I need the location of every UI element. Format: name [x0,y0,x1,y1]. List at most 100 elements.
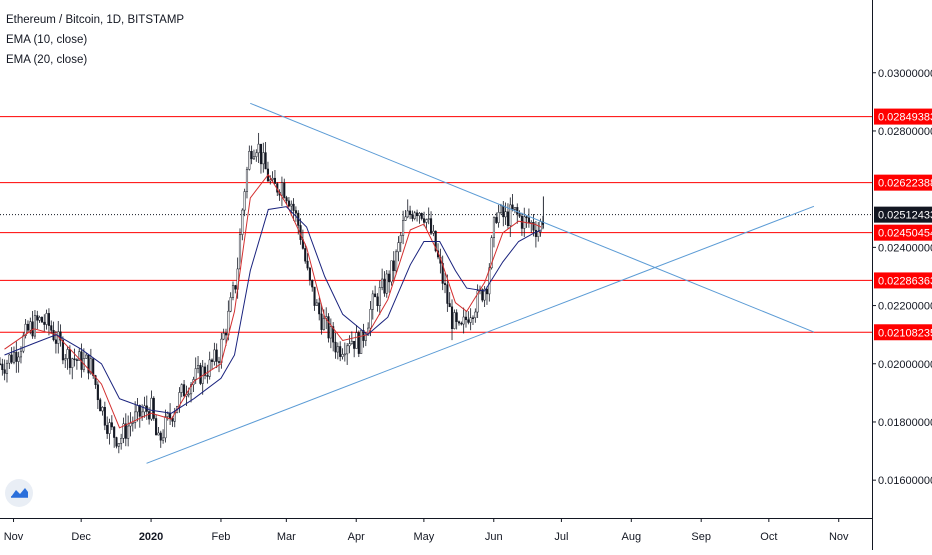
tradingview-logo[interactable] [5,479,33,507]
candle-body [495,217,498,223]
y-tick-label: 0.01800000 [878,417,932,429]
last-price-label-bg [874,206,932,223]
candle-body [315,302,318,306]
candle-body [155,418,158,436]
candle-body [273,177,276,184]
candle-body [187,393,190,396]
candle-body [89,358,92,374]
candle-body [374,293,377,298]
candle-body [141,411,144,417]
candle-body [320,313,323,330]
candle-body [190,384,193,395]
candle-body [457,321,461,324]
candle-body [490,237,493,269]
candle-body [183,384,186,397]
ema-10-label[interactable]: EMA (10, close) [6,34,88,46]
candle-body [511,204,514,210]
candle-body [19,350,23,358]
candle-body [164,416,167,439]
candle-body [101,407,104,412]
candle-body [492,217,496,238]
x-tick-label: Apr [348,531,365,543]
candle-body [425,219,428,223]
candle-body [371,293,374,310]
candle-body [10,354,13,363]
candle-body [350,340,353,344]
candle-body [381,278,384,288]
candle-body [409,210,412,215]
candle-body [99,399,102,412]
candle-body [280,182,283,196]
candle-body [210,359,214,362]
candle-body [40,317,43,323]
candle-body [157,432,160,436]
level-price-label-bg [874,174,932,191]
candle-body [306,260,309,269]
candle-body [106,425,109,434]
candle-body [516,207,519,214]
candle-body [85,354,88,359]
candle-body [252,156,256,160]
candle-body [36,315,39,321]
candle-body [169,413,172,419]
candle-body [26,323,30,331]
candle-body [385,273,388,294]
candle-body [327,316,330,339]
candle-body [504,211,507,218]
candle-body [143,405,146,413]
candle-body [455,312,458,322]
candle-body [406,210,409,218]
candle-body [355,332,358,349]
candle-body [15,351,18,362]
y-tick-label: 0.02800000 [878,126,932,138]
x-tick-label: Nov [4,531,24,543]
y-tick-label: 0.02200000 [878,301,932,313]
ema-20-label[interactable]: EMA (20, close) [6,54,88,66]
candle-body [250,150,253,160]
candle-body [117,443,120,447]
candle-body [341,354,344,357]
candle-body [180,384,183,393]
candle-body [346,345,349,355]
level-price-label-bg [874,108,932,125]
candle-body [416,212,419,217]
candle-body [271,177,274,180]
level-price-label: 0.02849383 [878,112,932,124]
candle-body [304,248,307,262]
candle-body [283,182,286,198]
candle-body [378,287,381,306]
candle-body [513,207,516,210]
candle-body [203,366,207,376]
candle-body [238,234,242,270]
symbol-title[interactable]: Ethereum / Bitcoin, 1D, BITSTAMP [6,14,185,26]
candle-body [68,349,71,368]
candle-body [245,169,249,192]
candle-body [383,278,386,294]
candle-body [441,263,444,284]
candle-body [162,437,165,441]
x-tick-label: Jun [485,531,503,543]
candle-body [318,302,321,315]
candle-body [418,213,421,217]
candle-body [481,289,484,301]
candle-body [255,152,258,158]
candle-body [467,319,470,323]
candle-body [432,230,435,234]
candle-body [329,326,332,339]
candle-body [197,365,200,369]
candle-body [460,322,463,325]
y-tick-label: 0.01600000 [878,475,932,487]
y-tick-label: 0.03000000 [878,68,932,80]
upper-trendline [250,102,815,333]
candle-body [308,267,311,281]
candle-body [108,422,111,434]
candle-body [404,216,407,221]
candle-body [243,191,246,211]
candle-body [485,288,489,295]
candle-body [213,349,216,362]
candle-body [122,423,125,439]
candle-body [222,332,225,340]
candle-body [92,358,95,376]
